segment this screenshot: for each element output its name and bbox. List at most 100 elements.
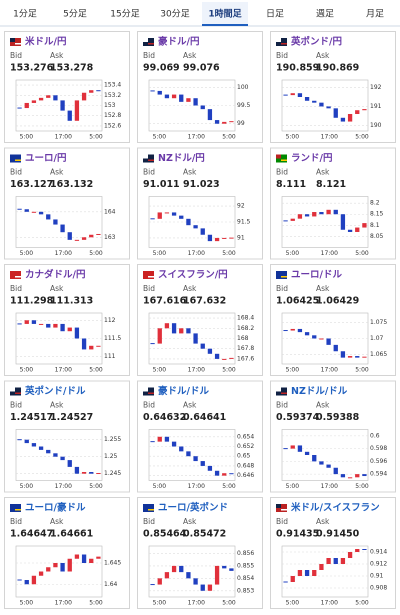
candle <box>214 353 220 359</box>
tab[interactable]: 月足 <box>366 9 384 20</box>
candle <box>81 237 87 240</box>
ask-value: 91.023 <box>183 179 220 190</box>
tab[interactable]: 5分足 <box>63 9 87 20</box>
candle <box>362 223 367 228</box>
tab[interactable]: 1分足 <box>13 9 37 20</box>
x-tick-label: 5:00 <box>222 600 236 607</box>
tab-label[interactable]: 5分足 <box>63 9 87 20</box>
flag <box>143 387 148 392</box>
ask-value: 111.313 <box>50 296 93 307</box>
tab-label[interactable]: 15分足 <box>110 9 139 20</box>
pair-name[interactable]: NZドル/ドル <box>291 386 348 397</box>
tab-label[interactable]: 月足 <box>366 9 384 20</box>
y-tick-label: 153 <box>104 102 116 109</box>
candle <box>312 335 317 339</box>
tab-label[interactable]: 1分足 <box>13 9 37 20</box>
candle <box>17 579 22 581</box>
y-tick-label: 1.245 <box>104 470 121 477</box>
tab[interactable]: 1時間足 <box>202 2 248 26</box>
bid-label: Bid <box>276 168 288 177</box>
tab-label[interactable]: 日足 <box>266 9 284 20</box>
x-tick-label: 5:00 <box>153 134 167 141</box>
flag <box>281 43 287 45</box>
pair-name[interactable]: ユーロ/円 <box>25 153 66 164</box>
bid-label: Bid <box>10 517 22 526</box>
candle <box>17 323 22 325</box>
pair-name[interactable]: 豪ドル/ドル <box>158 385 209 397</box>
candle <box>319 338 324 340</box>
y-tick-label: 0.648 <box>237 462 254 469</box>
candle <box>38 571 44 576</box>
y-tick-label: 0.65 <box>237 453 251 460</box>
candle <box>171 441 177 447</box>
tab[interactable]: 週足 <box>316 9 334 20</box>
pair-name[interactable]: 豪ドル/円 <box>158 36 199 48</box>
y-tick-label: 167.6 <box>237 355 254 362</box>
candle <box>74 554 80 559</box>
bid-label: Bid <box>143 51 155 60</box>
candle <box>200 105 205 110</box>
tab-label[interactable]: 1時間足 <box>208 8 242 20</box>
pair-name[interactable]: 米ドル/円 <box>24 36 66 48</box>
candle <box>150 90 155 92</box>
y-tick-label: 1.25 <box>104 453 118 460</box>
x-tick-label: 5:00 <box>89 600 103 607</box>
pair-name[interactable]: ユーロ/ドル <box>291 270 342 281</box>
flag <box>276 271 287 279</box>
ask-value: 167.632 <box>183 296 226 307</box>
candle <box>193 333 198 344</box>
ask-label: Ask <box>50 51 64 60</box>
candle <box>297 570 303 576</box>
tab-label[interactable]: 30分足 <box>160 9 189 20</box>
pair-name[interactable]: スイスフラン/円 <box>158 270 228 281</box>
x-tick-label: 5:00 <box>20 600 34 607</box>
candle <box>171 323 177 334</box>
candle <box>290 93 295 96</box>
candle <box>207 584 213 591</box>
pair-name[interactable]: ユーロ/英ポンド <box>158 502 228 514</box>
y-tick-label: 91.5 <box>237 219 251 226</box>
bid-label: Bid <box>10 51 22 60</box>
plot-area <box>15 312 103 365</box>
candle <box>46 323 51 328</box>
plot-area <box>148 429 236 481</box>
candle <box>214 565 220 585</box>
candle <box>53 453 58 457</box>
pair-name[interactable]: 米ドル/スイスフラン <box>290 502 380 514</box>
y-tick-label: 0.91 <box>370 573 384 580</box>
pair-name[interactable]: NZドル/円 <box>158 153 205 164</box>
candle <box>229 473 234 475</box>
pair-name[interactable]: 英ポンド/ドル <box>25 385 86 397</box>
tab[interactable]: 日足 <box>266 9 284 20</box>
y-tick-label: 8.2 <box>370 200 380 207</box>
pair-name[interactable]: カナダドル/円 <box>25 269 85 281</box>
tab-label[interactable]: 週足 <box>316 9 334 20</box>
candle <box>333 467 338 475</box>
y-tick-label: 1.07 <box>370 335 384 342</box>
bid-value: 1.64647 <box>10 529 53 540</box>
ask-label: Ask <box>316 401 330 410</box>
candle <box>164 436 170 442</box>
x-tick-label: 5:00 <box>286 483 300 490</box>
candle <box>340 351 346 358</box>
x-tick-label: 5:00 <box>355 483 369 490</box>
candle <box>38 211 44 215</box>
ask-label: Ask <box>316 51 330 60</box>
tab[interactable]: 15分足 <box>110 9 139 20</box>
pair-name[interactable]: 英ポンド/円 <box>291 36 342 48</box>
candle <box>60 224 65 233</box>
y-tick-label: 191 <box>370 103 382 110</box>
candle <box>150 218 155 220</box>
flag <box>143 154 154 163</box>
candle <box>312 455 317 462</box>
y-tick-label: 111.5 <box>104 335 121 342</box>
pair-name[interactable]: ユーロ/豪ドル <box>25 502 86 514</box>
x-tick-label: 5:00 <box>355 250 369 257</box>
candle <box>319 564 324 570</box>
pair-name[interactable]: ランド/円 <box>291 153 332 164</box>
tab[interactable]: 30分足 <box>160 9 189 20</box>
candle <box>333 558 338 564</box>
candle <box>186 98 191 102</box>
